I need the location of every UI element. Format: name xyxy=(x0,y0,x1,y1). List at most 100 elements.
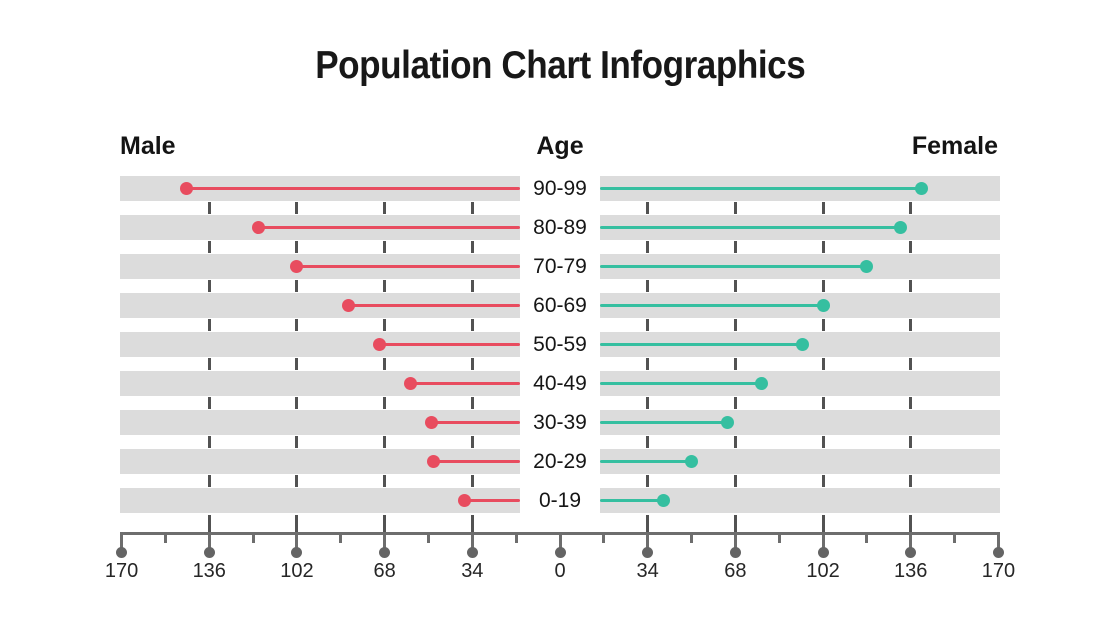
axis-tick-dot xyxy=(905,547,917,558)
gridline-dash xyxy=(207,280,211,292)
female-lollipop-line-80-89 xyxy=(600,226,901,229)
female-lollipop-line-0-19 xyxy=(600,499,664,502)
age-label-40-49: 40-49 xyxy=(533,372,587,395)
female-lollipop-line-60-69 xyxy=(600,304,824,307)
gridline-dash xyxy=(733,280,737,292)
gridline-dash xyxy=(733,397,737,409)
title-wrap: Population Chart Infographics xyxy=(0,44,1120,88)
gridline-dash xyxy=(909,515,913,532)
gridline-dash xyxy=(470,397,474,409)
axis-major-tick xyxy=(646,532,650,551)
female-lollipop-line-30-39 xyxy=(600,421,728,424)
axis-minor-tick xyxy=(426,532,430,543)
age-label-60-69: 60-69 xyxy=(533,294,587,317)
axis-tick-label: 34 xyxy=(636,560,659,582)
gridline-dash xyxy=(295,475,299,487)
axis-major-tick xyxy=(207,532,211,551)
axis-major-tick xyxy=(295,532,299,551)
axis-tick-dot xyxy=(203,547,215,558)
male-lollipop-dot-30-39 xyxy=(424,416,438,429)
male-lollipop-line-20-29 xyxy=(433,460,520,463)
axis-tick-label: 68 xyxy=(724,560,747,582)
gridline-dash xyxy=(646,515,650,532)
male-lollipop-dot-40-49 xyxy=(403,377,417,390)
gridline-dash xyxy=(821,319,825,331)
axis-major-tick xyxy=(558,532,562,551)
axis-major-tick xyxy=(383,532,387,551)
female-lollipop-line-20-29 xyxy=(600,460,692,463)
female-lollipop-dot-40-49 xyxy=(754,377,768,390)
axis-tick-dot xyxy=(817,547,829,558)
gridline-dash xyxy=(470,241,474,253)
axis-tick-label: 136 xyxy=(894,560,928,582)
axis-tick-label: 0 xyxy=(554,560,566,582)
female-lollipop-dot-0-19 xyxy=(656,494,670,507)
axis-tick-label: 102 xyxy=(806,560,840,582)
gridline-dash xyxy=(733,202,737,214)
axis-minor-tick xyxy=(777,532,781,543)
gridline-dash xyxy=(733,515,737,532)
female-lollipop-line-90-99 xyxy=(600,187,922,190)
gridline-dash xyxy=(821,241,825,253)
female-column-header: Female xyxy=(911,132,998,160)
axis-major-tick xyxy=(996,532,1000,551)
gridline-dash xyxy=(909,358,913,370)
gridline-dash xyxy=(383,319,387,331)
gridline-dash xyxy=(821,280,825,292)
female-lollipop-dot-30-39 xyxy=(721,416,735,429)
female-lollipop-dot-70-79 xyxy=(860,260,874,273)
female-lollipop-line-40-49 xyxy=(600,382,762,385)
gridline-dash xyxy=(470,358,474,370)
axis-major-tick xyxy=(909,532,913,551)
gridline-dash xyxy=(821,475,825,487)
age-label-70-79: 70-79 xyxy=(533,255,587,278)
age-label-0-19: 0-19 xyxy=(538,489,582,512)
gridline-dash xyxy=(295,397,299,409)
gridline-dash xyxy=(909,436,913,448)
male-lollipop-line-30-39 xyxy=(431,421,520,424)
gridline-dash xyxy=(470,202,474,214)
axis-major-tick xyxy=(821,532,825,551)
female-lollipop-line-70-79 xyxy=(600,265,867,268)
gridline-dash xyxy=(909,319,913,331)
axis-minor-tick xyxy=(251,532,255,543)
male-lollipop-dot-0-19 xyxy=(458,494,472,507)
axis-tick-label: 136 xyxy=(192,560,226,582)
gridline-dash xyxy=(295,202,299,214)
axis-minor-tick xyxy=(865,532,869,543)
gridline-dash xyxy=(295,358,299,370)
gridline-dash xyxy=(909,241,913,253)
gridline-dash xyxy=(646,202,650,214)
gridline-dash xyxy=(295,436,299,448)
gridline-dash xyxy=(909,397,913,409)
male-lollipop-dot-50-59 xyxy=(372,338,386,351)
age-label-30-39: 30-39 xyxy=(533,411,587,434)
axis-tick-label: 68 xyxy=(373,560,396,582)
axis-tick-dot xyxy=(291,547,303,558)
axis-tick-label: 170 xyxy=(104,560,139,582)
axis-tick-label: 34 xyxy=(461,560,484,582)
male-lollipop-dot-20-29 xyxy=(427,455,441,468)
gridline-dash xyxy=(207,515,211,532)
axis-minor-tick xyxy=(602,532,606,543)
gridline-dash xyxy=(733,475,737,487)
male-row-band xyxy=(120,488,520,513)
gridline-dash xyxy=(733,241,737,253)
gridline-dash xyxy=(470,515,474,532)
axis-tick-dot xyxy=(729,547,741,558)
axis-tick-dot xyxy=(379,547,391,558)
gridline-dash xyxy=(733,436,737,448)
male-lollipop-line-80-89 xyxy=(258,226,520,229)
axis-tick-label: 170 xyxy=(981,560,1016,582)
gridline-dash xyxy=(383,475,387,487)
gridline-dash xyxy=(295,515,299,532)
male-lollipop-dot-90-99 xyxy=(179,182,193,195)
age-column-header: Age xyxy=(536,132,584,160)
gridline-dash xyxy=(821,358,825,370)
gridline-dash xyxy=(909,202,913,214)
gridline-dash xyxy=(821,397,825,409)
gridline-dash xyxy=(909,475,913,487)
female-lollipop-line-50-59 xyxy=(600,343,803,346)
gridline-dash xyxy=(646,397,650,409)
